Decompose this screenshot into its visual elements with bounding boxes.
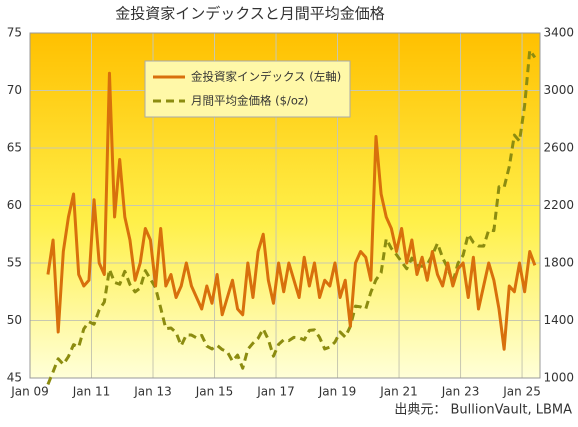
plot-frame [29, 32, 541, 379]
y-tick-label: 50 [7, 313, 22, 327]
legend-label: 金投資家インデックス (左軸) [191, 70, 341, 84]
legend-label: 月間平均金価格 ($/oz) [191, 94, 308, 108]
y-tick-label: 55 [7, 256, 22, 270]
y2-tick-label: 1800 [543, 256, 574, 270]
y2-tick-label: 2600 [543, 141, 574, 155]
x-tick-label: Jan 21 [379, 385, 418, 399]
y-tick-label: 70 [7, 83, 22, 97]
source: 出典元： BullionVault, LBMA [394, 403, 572, 418]
y-tick-label: 65 [7, 141, 22, 155]
y2-tick-label: 1400 [543, 313, 574, 327]
x-tick-label: Jan 19 [318, 385, 357, 399]
chart-title: 金投資家インデックスと月間平均金価格 [115, 5, 385, 23]
x-tick-label: Jan 17 [256, 385, 295, 399]
y2-tick-label: 3000 [543, 83, 574, 97]
x-tick-label: Jan 13 [133, 385, 172, 399]
x-tick-label: Jan 23 [441, 385, 480, 399]
x-tick-label: Jan 15 [195, 385, 234, 399]
y2-tick-label: 2200 [543, 198, 574, 212]
y-tick-label: 75 [7, 26, 22, 40]
y-tick-label: 45 [7, 371, 22, 385]
x-tick-label: Jan 11 [72, 385, 111, 399]
legend-box [144, 60, 351, 118]
x-tick-label: Jan 25 [502, 385, 541, 399]
y2-tick-label: 1000 [543, 371, 574, 385]
y2-tick-label: 3400 [543, 26, 574, 40]
x-tick-label: Jan 09 [10, 385, 49, 399]
y-tick-label: 60 [7, 198, 22, 212]
series-line [46, 71, 537, 351]
